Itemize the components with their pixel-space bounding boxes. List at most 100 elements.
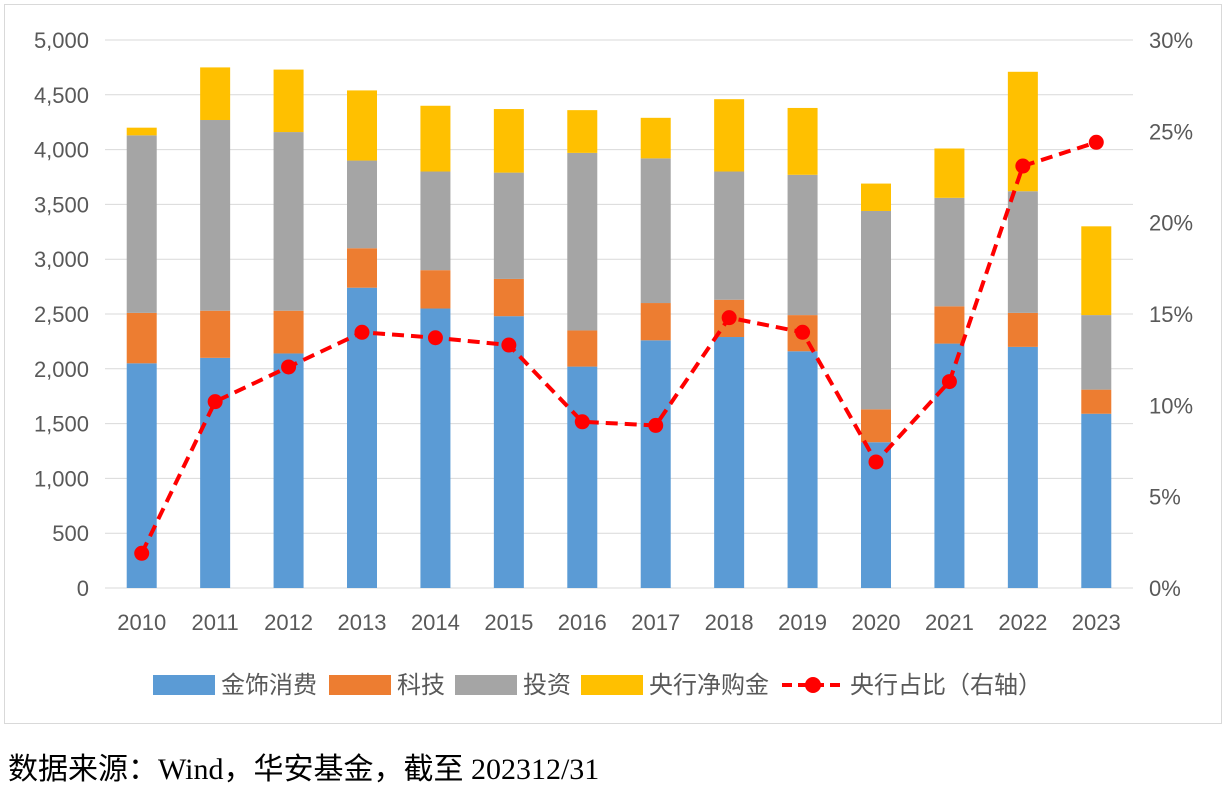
bar-segment: [347, 248, 377, 288]
right-axis-tick-label: 5%: [1149, 485, 1181, 510]
legend-swatch: [581, 675, 643, 695]
legend-label: 金饰消费: [221, 672, 317, 699]
bar-segment: [126, 312, 157, 364]
bar-segment: [273, 132, 304, 311]
bar-segment: [200, 310, 231, 358]
legend-label: 投资: [523, 672, 571, 699]
legend-label: 央行净购金: [649, 672, 769, 699]
legend-line-marker: [805, 677, 821, 693]
bar-segment: [1081, 413, 1112, 588]
bar-segment: [714, 337, 745, 588]
chart-frame: 0 500 1,000 1,500 2,000 2,500 3,000 3,500 4,000 4…: [4, 4, 1222, 724]
bar-segment: [714, 99, 745, 172]
share-line-point: [795, 324, 811, 340]
bar-segment: [787, 351, 818, 588]
right-axis-tick-label: 20%: [1149, 211, 1193, 236]
right-axis-tick-label: 25%: [1149, 119, 1193, 144]
share-line-point: [1015, 158, 1031, 174]
x-axis-tick-label: 2015: [484, 610, 533, 635]
share-line-point: [941, 374, 957, 390]
bar-segment: [493, 172, 524, 279]
bar-segment: [200, 357, 231, 588]
share-line-point: [721, 310, 737, 326]
left-axis-tick-label: 1,000: [34, 466, 89, 491]
x-axis-tick-label: 2014: [411, 610, 460, 635]
bar-segment: [861, 183, 891, 211]
bar-segment: [493, 316, 524, 588]
x-axis-tick-label: 2012: [264, 610, 313, 635]
bar-segment: [1081, 315, 1112, 390]
source-note: 数据来源：Wind，华安基金，截至 202312/31: [8, 753, 600, 786]
left-axis-tick-label: 2,000: [34, 357, 89, 382]
bar-segment: [787, 107, 818, 175]
bar-segment: [640, 303, 671, 341]
bar-segment: [934, 197, 965, 307]
x-axis-tick-label: 2017: [631, 610, 680, 635]
x-axis-tick-label: 2020: [852, 610, 901, 635]
left-axis-tick-label: 2,500: [34, 302, 89, 327]
gold-demand-chart: 0 500 1,000 1,500 2,000 2,500 3,000 3,500 4,000 4…: [34, 28, 1193, 699]
share-line-point: [354, 324, 370, 340]
left-axis-tick-label: 1,500: [34, 412, 89, 437]
left-axis-tick-label: 3,500: [34, 192, 89, 217]
bar-segment: [347, 90, 377, 161]
x-axis-tick-label: 2022: [998, 610, 1047, 635]
share-line-point: [501, 337, 517, 353]
x-axis-tick-label: 2023: [1072, 610, 1121, 635]
bar-segment: [934, 148, 965, 198]
left-axis-tick-label: 5,000: [34, 28, 89, 53]
share-line-point: [281, 359, 297, 375]
bar-segment: [493, 278, 524, 317]
bar-segment: [273, 69, 304, 133]
right-axis-tick-label: 10%: [1149, 393, 1193, 418]
bar-segment: [934, 306, 965, 344]
left-axis-tick-label: 500: [52, 521, 89, 546]
bar-segment: [493, 109, 524, 173]
bar-segment: [1007, 312, 1038, 347]
right-axis-tick-label: 0%: [1149, 576, 1181, 601]
bar-segment: [567, 366, 598, 588]
x-axis-tick-label: 2018: [705, 610, 754, 635]
bar-segment: [640, 340, 671, 588]
bar-segment: [200, 120, 231, 311]
bar-segment: [126, 135, 157, 313]
x-axis-tick-label: 2010: [117, 610, 166, 635]
bar-segment: [1007, 191, 1038, 313]
bar-segment: [861, 210, 891, 410]
central-bank-share-line: [134, 134, 1104, 561]
share-line-point: [207, 394, 223, 410]
left-axis-tick-label: 4,500: [34, 83, 89, 108]
x-axis-tick-label: 2019: [778, 610, 827, 635]
share-line-point: [1088, 134, 1104, 150]
right-axis-ticks: 0% 5% 10% 15% 20% 25% 30%: [1149, 28, 1193, 601]
legend-swatch: [153, 675, 215, 695]
legend-label: 科技: [397, 672, 445, 699]
bar-segment: [1081, 389, 1112, 414]
left-axis-ticks: 0 500 1,000 1,500 2,000 2,500 3,000 3,500 4,000 4…: [34, 28, 89, 601]
x-axis-tick-label: 2011: [191, 610, 238, 635]
bar-segment: [347, 160, 377, 249]
bar-segment: [1081, 226, 1112, 316]
x-axis-tick-label: 2013: [338, 610, 387, 635]
legend-label: 央行占比（右轴）: [850, 672, 1042, 699]
bar-segment: [420, 270, 451, 309]
bar-segment: [714, 171, 745, 300]
share-line-point: [868, 454, 884, 470]
bar-segment: [420, 308, 451, 588]
left-axis-tick-label: 3,000: [34, 247, 89, 272]
bar-segment: [787, 174, 818, 316]
legend-swatch: [455, 675, 517, 695]
bar-segment: [420, 105, 451, 172]
stacked-bars: [126, 67, 1112, 588]
left-axis-tick-label: 0: [77, 576, 89, 601]
bar-segment: [861, 409, 891, 443]
bar-segment: [640, 158, 671, 304]
bar-segment: [420, 171, 451, 271]
bar-segment: [567, 110, 598, 153]
legend: 金饰消费 科技 投资 央行净购金 央行占比（右轴）: [153, 672, 1042, 699]
share-line-point: [427, 330, 443, 346]
share-line-path: [139, 140, 1097, 555]
share-line-point: [648, 417, 664, 433]
bar-segment: [273, 310, 304, 354]
bar-segment: [567, 152, 598, 331]
